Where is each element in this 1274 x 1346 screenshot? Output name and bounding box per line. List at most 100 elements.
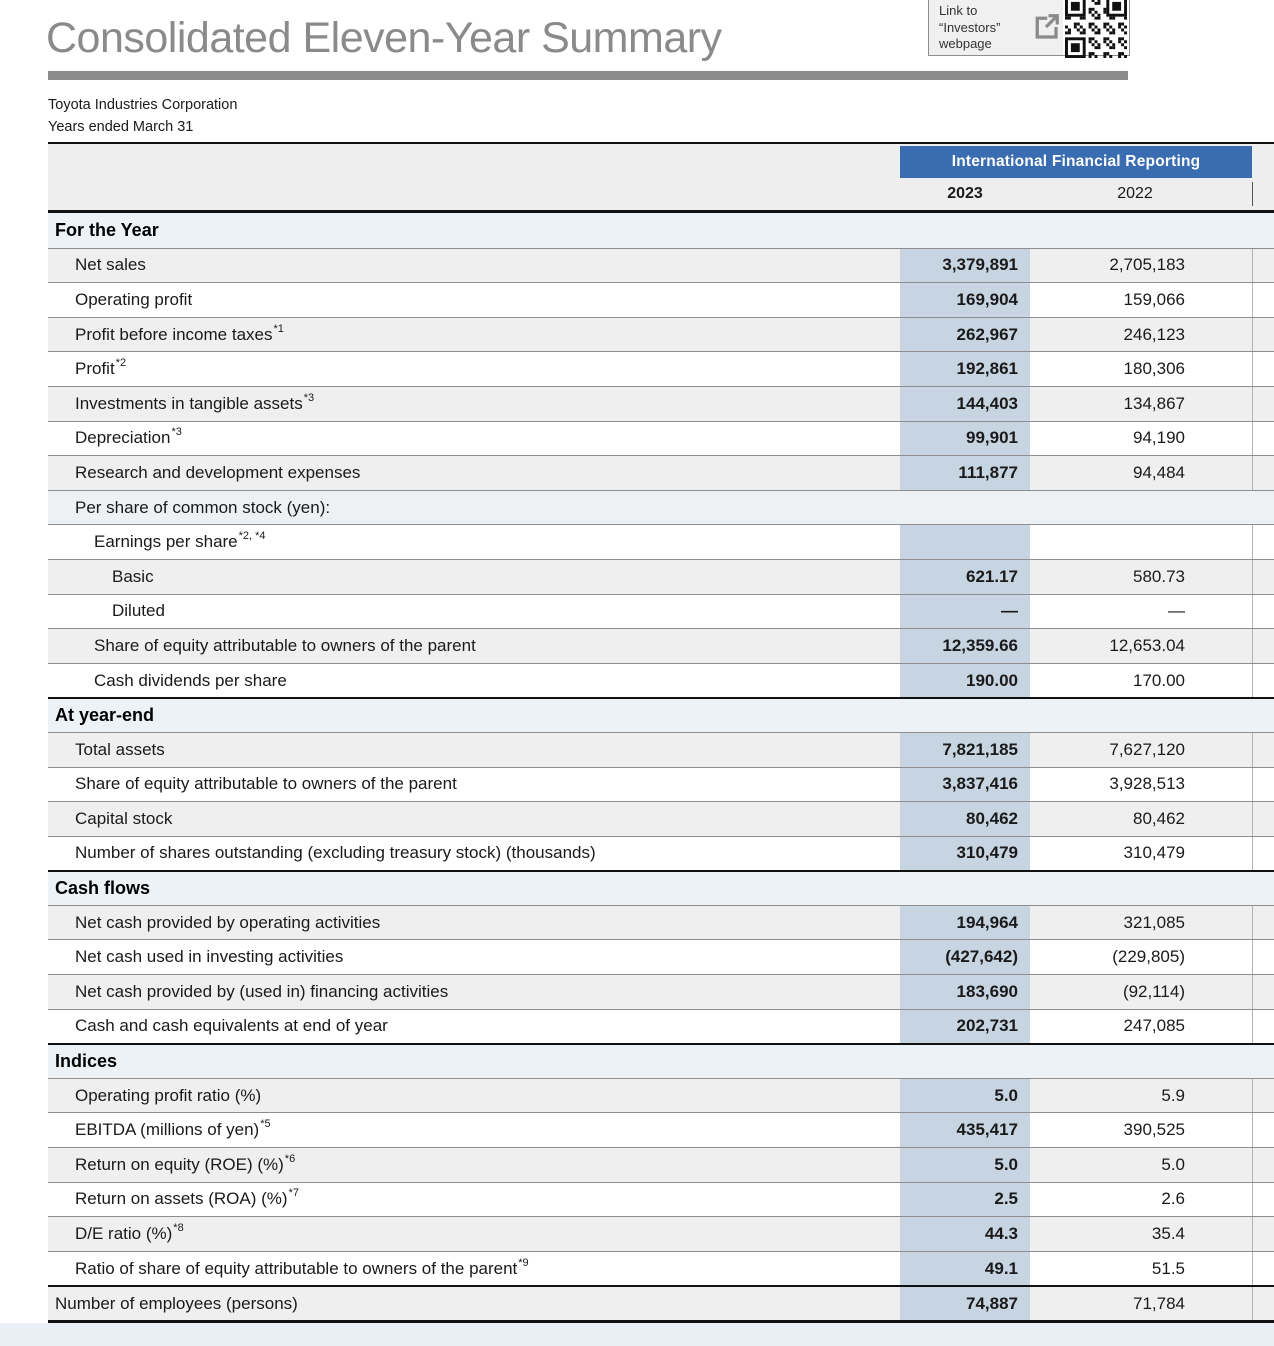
value-2023: 111,877: [900, 456, 1030, 490]
value-2023: 190.00: [900, 663, 1030, 698]
section-title: For the Year: [55, 219, 159, 240]
value-2022: 134,867: [1123, 393, 1185, 413]
value-2022: (92,114): [1122, 981, 1185, 1001]
column-divider: [1252, 905, 1274, 940]
table-row: D/E ratio (%) *8 44.3 35.4: [48, 1216, 1274, 1251]
section-title: At year-end: [55, 705, 155, 726]
row-label: Cash and cash equivalents at end of year: [75, 1016, 388, 1036]
table-row: Operating profit 169,904 159,066: [48, 282, 1274, 317]
link-line-2: “Investors”: [939, 19, 1001, 35]
value-2023: 12,359.66: [900, 629, 1030, 663]
value-2022: 71,784: [1133, 1293, 1185, 1313]
table-row: Investments in tangible assets *3 144,403 1…: [48, 385, 1274, 421]
table-row: Earnings per share *2, *4: [48, 524, 1274, 559]
value-2022: 2.6: [1161, 1189, 1185, 1209]
section-header-row: For the Year: [48, 213, 1274, 248]
table-row: Return on equity (ROE) (%) *6 5.0 5.0: [48, 1147, 1274, 1182]
column-divider: [1252, 1078, 1274, 1113]
value-2023: 192,861: [900, 352, 1030, 386]
row-label: EBITDA (millions of yen) *5: [75, 1118, 271, 1140]
table-row: Capital stock 80,462 80,462: [48, 801, 1274, 836]
section-header-row: At year-end: [48, 697, 1274, 732]
table-row: Ratio of share of equity attributable to…: [48, 1250, 1274, 1286]
company-name: Toyota Industries Corporation: [48, 97, 238, 113]
column-divider: [1252, 1287, 1274, 1320]
value-2022: 12,653.04: [1109, 635, 1185, 655]
value-2023: 49.1: [900, 1251, 1030, 1286]
value-2023: (427,642): [900, 940, 1030, 975]
table-body: For the Year Net sales 3,379,891 2,705,183 O…: [48, 213, 1274, 1323]
value-2023: 74,887: [900, 1287, 1030, 1320]
page-bottom-band: [0, 1323, 1274, 1346]
table-row: Basic 621.17 580.73: [48, 558, 1274, 594]
value-2022: 2,705,183: [1109, 255, 1185, 275]
value-2023: 144,403: [900, 386, 1030, 421]
value-2023: [900, 525, 1030, 559]
value-2022: 94,484: [1133, 462, 1185, 482]
value-2023: 262,967: [900, 317, 1030, 352]
value-2022: —: [1168, 601, 1185, 621]
row-label: Cash dividends per share: [94, 670, 287, 690]
value-2023: 2.5: [900, 1182, 1030, 1217]
value-2023: —: [900, 594, 1030, 629]
column-divider: [1252, 1251, 1274, 1286]
column-divider: [1252, 421, 1274, 456]
table-row: EBITDA (millions of yen) *5 435,417 390,525: [48, 1112, 1274, 1148]
value-2022: 580.73: [1133, 566, 1185, 586]
value-2023: 621.17: [900, 559, 1030, 594]
year-column-2023: 2023: [947, 185, 983, 202]
table-row: Total assets 7,821,185 7,627,120: [48, 731, 1274, 767]
row-label: Profit before income taxes *1: [75, 322, 284, 344]
column-divider: [1252, 975, 1274, 1009]
investors-link-label: Link to “Investors” webpage: [929, 0, 1029, 55]
link-line-3: webpage: [939, 36, 992, 51]
table-row: Number of shares outstanding (excluding …: [48, 835, 1274, 871]
value-2022: 51.5: [1151, 1258, 1185, 1278]
row-label: Number of shares outstanding (excluding …: [75, 843, 596, 863]
period-label: Years ended March 31: [48, 119, 194, 135]
row-label: Earnings per share *2, *4: [94, 530, 266, 552]
column-divider: [1252, 594, 1274, 629]
year-header-row: 2023 2022: [48, 178, 1274, 210]
section-header-row: Cash flows: [48, 870, 1274, 905]
section-title: Cash flows: [55, 878, 151, 899]
row-label: Diluted: [112, 601, 165, 621]
row-label: Basic: [112, 566, 154, 586]
column-divider: [1252, 1217, 1274, 1251]
table-row: Profit *2 192,861 180,306: [48, 351, 1274, 386]
external-link-icon: [1029, 0, 1063, 55]
table-row: Net cash provided by (used in) financing…: [48, 974, 1274, 1009]
value-2023: 99,901: [900, 421, 1030, 456]
row-label: Number of employees (persons): [55, 1293, 298, 1313]
table-row: Cash dividends per share 190.00 170.00: [48, 662, 1274, 698]
column-divider: [1252, 663, 1274, 698]
column-divider: [1252, 767, 1274, 802]
value-2023: 80,462: [900, 802, 1030, 836]
report-meta: Toyota Industries Corporation Years ende…: [48, 94, 237, 138]
value-2022: [1030, 525, 1252, 559]
column-divider: [1252, 940, 1274, 975]
row-label: Per share of common stock (yen):: [75, 497, 331, 517]
row-label: Operating profit ratio (%): [75, 1085, 262, 1105]
column-divider: [1252, 629, 1274, 663]
row-label: Net cash used in investing activities: [75, 947, 344, 967]
column-divider: [1252, 559, 1274, 594]
row-label: Capital stock: [75, 808, 173, 828]
value-2022: 159,066: [1123, 289, 1185, 309]
table-row: Research and development expenses 111,877…: [48, 455, 1274, 490]
row-label: Depreciation *3: [75, 426, 182, 448]
investors-link-box[interactable]: Link to “Investors” webpage: [928, 0, 1130, 58]
eleven-year-summary-table: International Financial Reporting 2023 2…: [48, 142, 1274, 1323]
subheader-row: Per share of common stock (yen):: [48, 489, 1274, 525]
row-label: Net cash provided by operating activitie…: [75, 912, 381, 932]
column-divider: [1252, 182, 1274, 206]
table-row: Cash and cash equivalents at end of year…: [48, 1008, 1274, 1044]
column-divider: [1252, 525, 1274, 559]
value-2023: 44.3: [900, 1217, 1030, 1251]
table-header: International Financial Reporting 2023 2…: [48, 142, 1274, 213]
year-column-2022: 2022: [1117, 185, 1153, 202]
row-label: Net sales: [75, 255, 146, 275]
value-2023: 183,690: [900, 975, 1030, 1009]
table-row: Number of employees (persons) 74,887 71,78…: [48, 1285, 1274, 1320]
